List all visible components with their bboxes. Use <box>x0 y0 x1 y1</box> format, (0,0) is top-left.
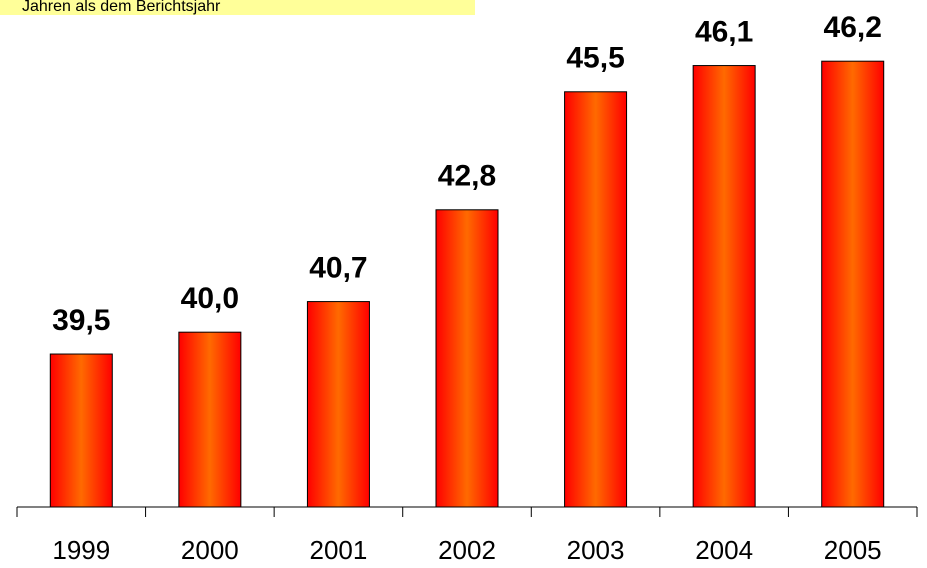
bar <box>564 91 628 508</box>
value-label: 42,8 <box>438 160 496 193</box>
bar <box>821 60 885 508</box>
x-tick-label: 2002 <box>438 535 496 565</box>
x-tick-label: 2001 <box>310 535 368 565</box>
bar <box>178 331 242 508</box>
value-label: 45,5 <box>566 42 624 75</box>
bar <box>306 301 370 508</box>
annotation: Jahren als dem Berichtsjahr <box>22 0 221 15</box>
annotation-box <box>0 0 475 15</box>
value-label: 46,1 <box>695 15 753 48</box>
bar <box>435 209 499 508</box>
x-tick-label: 1999 <box>52 535 110 565</box>
value-label: 46,2 <box>824 11 882 44</box>
x-tick-label: 2003 <box>567 535 625 565</box>
bar <box>692 65 756 508</box>
bar <box>49 353 113 508</box>
value-label: 39,5 <box>52 304 110 337</box>
x-tick-label: 2005 <box>824 535 882 565</box>
value-label: 40,0 <box>181 282 239 315</box>
value-label: 40,7 <box>309 251 367 284</box>
x-tick-label: 2000 <box>181 535 239 565</box>
x-tick-label: 2004 <box>695 535 753 565</box>
